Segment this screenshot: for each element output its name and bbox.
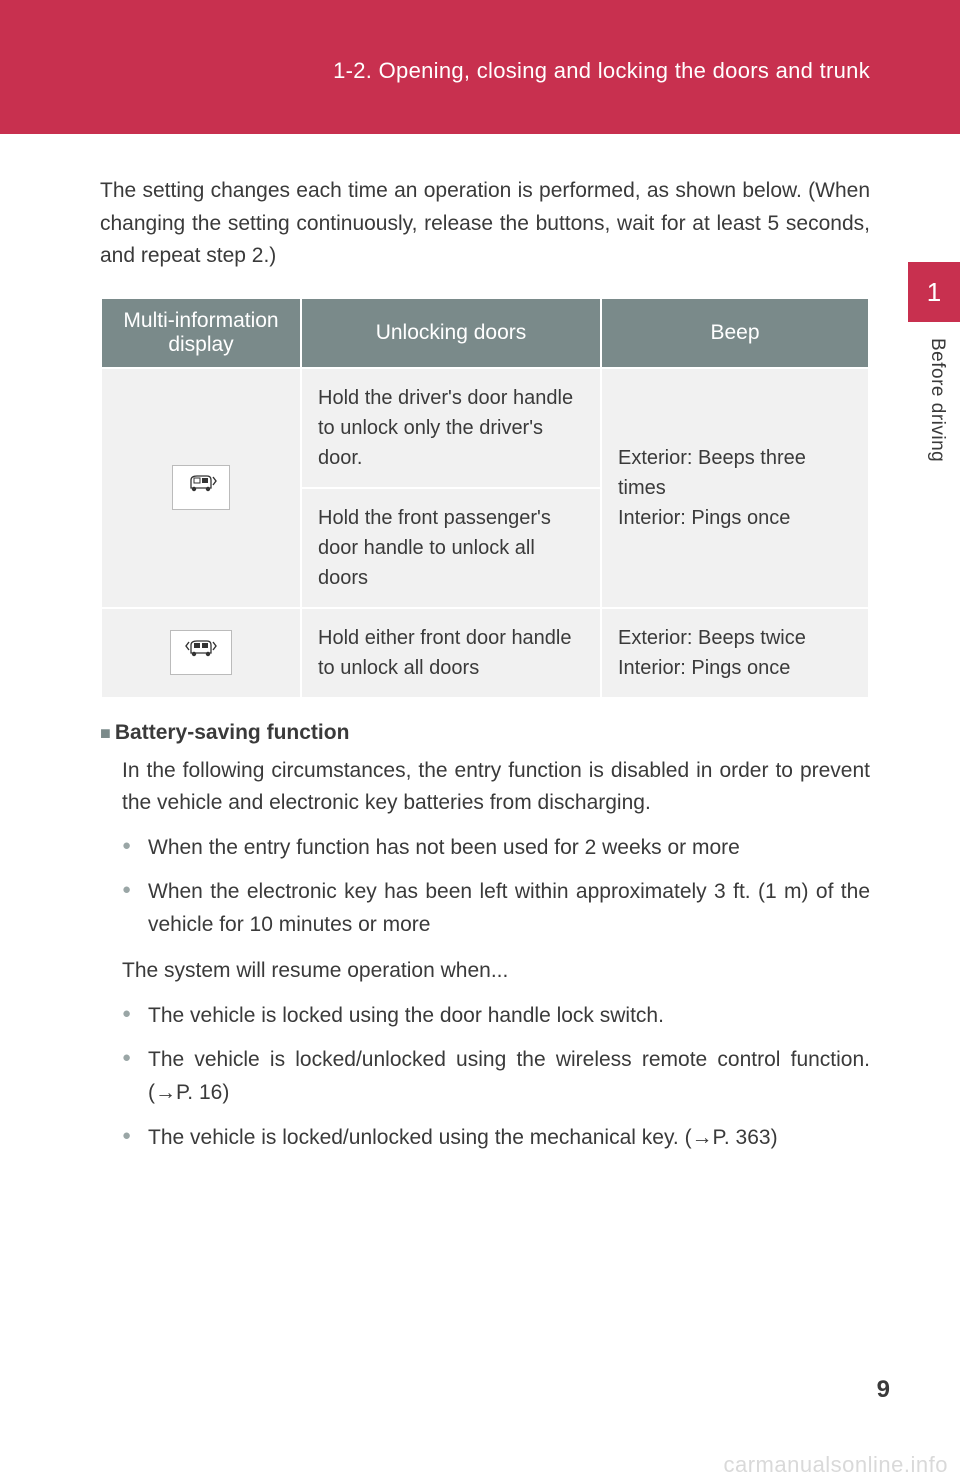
unlock-cell: Hold either front door handle to unlock …	[301, 608, 601, 698]
beep-cell: Exterior: Beeps twice Interior: Pings on…	[601, 608, 869, 698]
header-band: 1-2. Opening, closing and locking the do…	[0, 0, 960, 134]
heading-text: Battery-saving function	[115, 721, 350, 744]
settings-table: Multi-information display Unlocking door…	[100, 297, 870, 699]
body-paragraph: In the following circumstances, the entr…	[122, 755, 870, 820]
section-heading: ■Battery-saving function	[100, 721, 870, 745]
table-header-display: Multi-information display	[101, 298, 301, 368]
unlock-cell: Hold the front passenger's door handle t…	[301, 488, 601, 608]
display-icon-cell	[101, 608, 301, 698]
side-tab-label: Before driving	[926, 338, 948, 462]
chapter-number: 1	[927, 277, 941, 308]
unlock-cell: Hold the driver's door handle to unlock …	[301, 368, 601, 488]
content-area: The setting changes each time an operati…	[100, 175, 870, 1154]
list-item: The vehicle is locked/unlocked using the…	[122, 1122, 870, 1155]
beep-text: Exterior: Beeps three times Interior: Pi…	[618, 447, 806, 529]
bullet-list: When the entry function has not been use…	[122, 832, 870, 942]
list-item: When the entry function has not been use…	[122, 832, 870, 865]
section-number: 1-2.	[333, 58, 372, 83]
section-title: Opening, closing and locking the doors a…	[379, 58, 870, 83]
display-icon-cell	[101, 368, 301, 608]
intro-paragraph: The setting changes each time an operati…	[100, 175, 870, 273]
car-single-door-icon	[172, 465, 230, 510]
table-header-unlock: Unlocking doors	[301, 298, 601, 368]
table-header-beep: Beep	[601, 298, 869, 368]
body-paragraph: The system will resume operation when...	[122, 955, 870, 988]
table-row: Hold either front door handle to unlock …	[101, 608, 869, 698]
beep-text: Exterior: Beeps twice Interior: Pings on…	[618, 627, 806, 679]
car-all-doors-icon	[170, 630, 232, 675]
page-number: 9	[877, 1376, 890, 1404]
table-row: Hold the driver's door handle to unlock …	[101, 368, 869, 488]
list-item: The vehicle is locked using the door han…	[122, 1000, 870, 1033]
square-bullet-icon: ■	[100, 723, 111, 743]
side-tab-number: 1	[908, 262, 960, 322]
list-item: The vehicle is locked/unlocked using the…	[122, 1044, 870, 1109]
bullet-list: The vehicle is locked using the door han…	[122, 1000, 870, 1154]
beep-cell: Exterior: Beeps three times Interior: Pi…	[601, 368, 869, 608]
header-title: 1-2. Opening, closing and locking the do…	[0, 58, 870, 84]
list-item: When the electronic key has been left wi…	[122, 876, 870, 941]
manual-page: 1-2. Opening, closing and locking the do…	[0, 0, 960, 1484]
watermark: carmanualsonline.info	[723, 1452, 948, 1478]
